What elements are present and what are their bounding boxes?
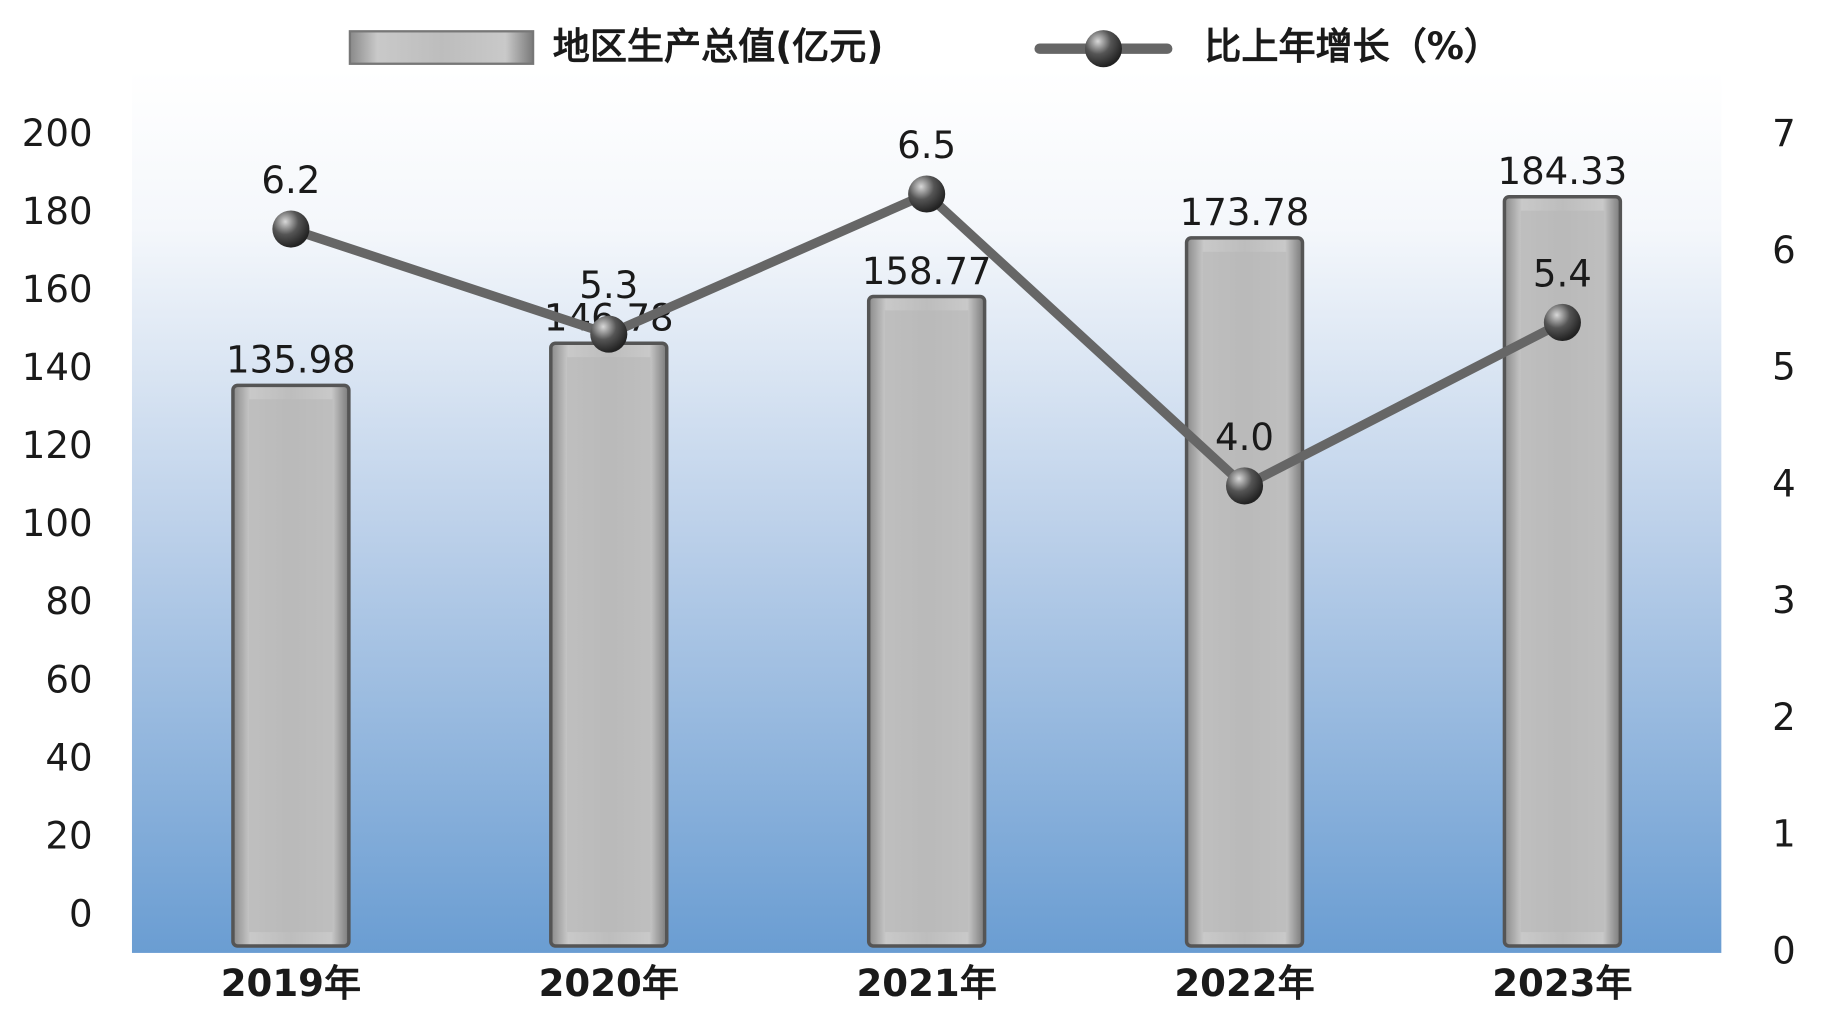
x-tick-label: 2020年 bbox=[539, 962, 679, 1005]
legend-swatch bbox=[348, 30, 535, 65]
y-tick-label: 100 bbox=[22, 502, 93, 545]
y2-tick-label: 7 bbox=[1772, 112, 1796, 155]
legend-marker bbox=[1084, 30, 1122, 68]
x-tick-label: 2023年 bbox=[1492, 962, 1632, 1005]
bar-value-label: 173.78 bbox=[1180, 191, 1310, 234]
x-tick-label: 2019年 bbox=[221, 962, 361, 1005]
x-tick-label: 2022年 bbox=[1174, 962, 1314, 1005]
y-tick-label: 160 bbox=[22, 268, 93, 311]
line-marker bbox=[1225, 467, 1264, 505]
legend-label: 地区生产总值(亿元) bbox=[553, 25, 884, 68]
y2-tick-label: 3 bbox=[1772, 579, 1796, 622]
y-tick-label: 120 bbox=[22, 424, 93, 467]
bar-face bbox=[884, 310, 969, 933]
line-marker bbox=[908, 175, 946, 213]
bar-face bbox=[1202, 251, 1287, 933]
line-value-label: 5.3 bbox=[579, 264, 638, 307]
y-tick-label: 40 bbox=[45, 736, 92, 779]
bar-value-label: 184.33 bbox=[1498, 150, 1628, 193]
y2-tick-label: 4 bbox=[1772, 462, 1796, 505]
x-tick-label: 2021年 bbox=[857, 962, 997, 1005]
line-value-label: 5.4 bbox=[1533, 253, 1592, 296]
y-tick-label: 20 bbox=[45, 814, 92, 857]
y2-tick-label: 5 bbox=[1772, 346, 1796, 389]
bar-face bbox=[249, 399, 333, 933]
y-tick-label: 200 bbox=[22, 112, 93, 155]
line-value-label: 6.2 bbox=[261, 159, 320, 202]
y2-tick-label: 2 bbox=[1772, 696, 1796, 739]
y2-tick-label: 1 bbox=[1772, 813, 1796, 856]
line-marker bbox=[272, 210, 310, 248]
line-marker bbox=[590, 315, 628, 353]
line-marker bbox=[1543, 303, 1581, 341]
y-tick-label: 140 bbox=[22, 346, 93, 389]
legend-label: 比上年增长（%） bbox=[1204, 25, 1501, 68]
y-tick-label: 180 bbox=[22, 190, 93, 233]
y-tick-label: 60 bbox=[45, 658, 92, 701]
y2-tick-label: 6 bbox=[1772, 229, 1796, 272]
line-value-label: 4.0 bbox=[1215, 416, 1274, 459]
y-tick-label: 80 bbox=[45, 580, 92, 623]
y-tick-label: 0 bbox=[69, 892, 93, 935]
line-value-label: 6.5 bbox=[897, 124, 956, 167]
bar-face bbox=[567, 357, 651, 933]
bar-value-label: 135.98 bbox=[226, 339, 356, 382]
bar-value-label: 158.77 bbox=[862, 250, 992, 293]
y2-tick-label: 0 bbox=[1772, 929, 1796, 972]
